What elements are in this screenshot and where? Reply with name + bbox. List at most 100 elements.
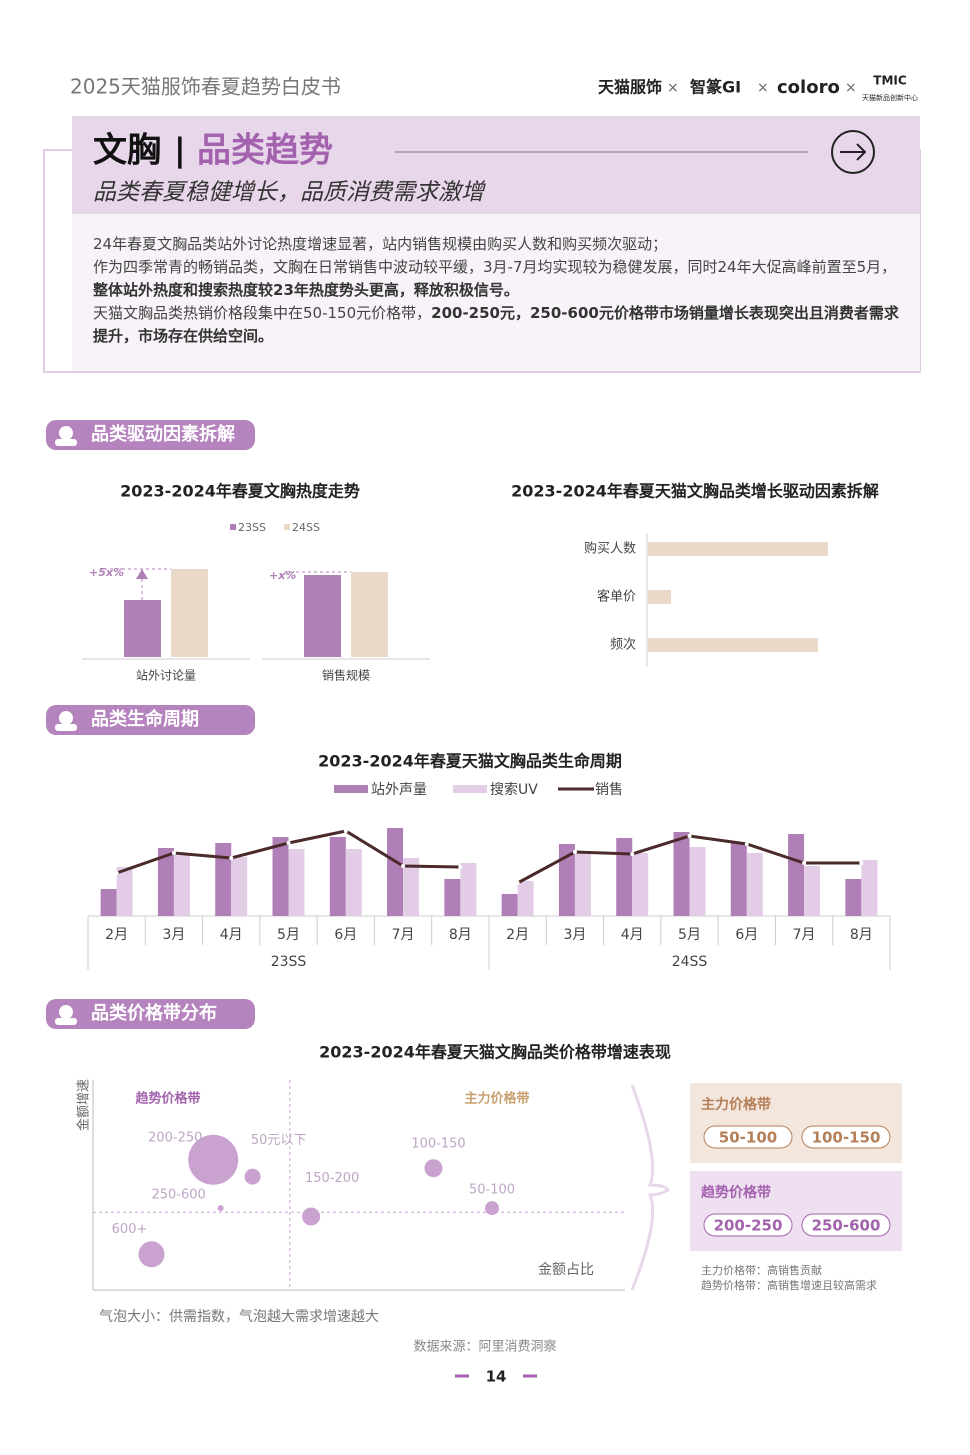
category-label: 客单价 bbox=[597, 589, 636, 605]
bar bbox=[272, 837, 289, 916]
legend-swatch bbox=[284, 524, 290, 530]
x-tick-label: 3月 bbox=[563, 927, 586, 943]
x-tick-label: 8月 bbox=[850, 927, 873, 943]
legend-label: 24SS bbox=[292, 521, 320, 534]
logo: coloro bbox=[777, 77, 840, 98]
section-icon bbox=[59, 426, 73, 440]
times: × bbox=[845, 80, 857, 96]
chip-label: 200-250 bbox=[714, 1217, 783, 1235]
chip bbox=[703, 1213, 793, 1237]
times: × bbox=[667, 80, 679, 96]
bar bbox=[460, 863, 477, 916]
x-tick-label: 6月 bbox=[334, 927, 357, 943]
bar bbox=[215, 843, 232, 916]
x-tick-label: 2月 bbox=[105, 927, 128, 943]
bar bbox=[444, 879, 461, 916]
bar bbox=[351, 572, 388, 657]
bubble bbox=[424, 1159, 443, 1178]
section-icon bbox=[55, 724, 77, 731]
section-pill bbox=[46, 705, 255, 735]
section-pill bbox=[46, 420, 255, 450]
logo: 智篆GI bbox=[690, 78, 741, 97]
chart-title: 2023-2024年春夏天猫文胸品类增长驱动因素拆解 bbox=[511, 482, 879, 501]
line-point bbox=[572, 850, 577, 854]
bar bbox=[304, 575, 341, 657]
section-icon bbox=[59, 1005, 73, 1019]
line-point bbox=[687, 834, 692, 838]
line-point bbox=[114, 871, 119, 875]
text-run: 整体站外热度和搜索热度较23年热度势头更高，释放积极信号。 bbox=[93, 281, 519, 299]
paragraph: 作为四季常青的畅销品类，文胸在日常销售中波动较平缓，3月-7月均实现较为稳健发展… bbox=[93, 256, 908, 302]
panel bbox=[690, 1083, 902, 1163]
quadrant-label: 主力价格带 bbox=[464, 1091, 529, 1107]
legend-note: 主力价格带：高销售贡献 bbox=[701, 1263, 822, 1277]
legend-swatch bbox=[453, 785, 487, 793]
line-point bbox=[630, 852, 635, 856]
bar bbox=[173, 855, 190, 916]
chip-label: 250-600 bbox=[812, 1217, 881, 1235]
chip bbox=[801, 1125, 891, 1149]
category-label: 购买人数 bbox=[584, 541, 636, 557]
legend-swatch bbox=[230, 524, 236, 530]
chart-title: 2023-2024年春夏天猫文胸品类价格带增速表现 bbox=[319, 1043, 671, 1062]
legend-note: 趋势价格带：高销售增速且较高需求 bbox=[701, 1278, 877, 1292]
quadrant-label: 趋势价格带 bbox=[135, 1091, 200, 1107]
paragraph: 天猫文胸品类热销价格段集中在50-150元价格带，200-250元，250-60… bbox=[93, 302, 908, 348]
bar bbox=[632, 853, 649, 916]
section-title: 品类驱动因素拆解 bbox=[91, 423, 235, 445]
banner-separator: | bbox=[174, 131, 186, 170]
section-title: 品类生命周期 bbox=[91, 708, 199, 730]
bar bbox=[387, 828, 404, 916]
banner-subtitle: 品类春夏稳健增长，品质消费需求激增 bbox=[93, 180, 486, 206]
x-tick-label: 8月 bbox=[449, 927, 472, 943]
bar bbox=[501, 894, 518, 916]
annotation: +x% bbox=[269, 569, 296, 582]
legend-swatch bbox=[334, 785, 368, 793]
bubble-label: 600+ bbox=[112, 1222, 148, 1237]
line-point bbox=[802, 861, 807, 865]
bubble-label: 200-250 bbox=[148, 1130, 202, 1145]
bar bbox=[157, 848, 174, 916]
bubble-label: 150-200 bbox=[305, 1171, 359, 1186]
x-tick-label: 4月 bbox=[621, 927, 644, 943]
legend-label: 搜索UV bbox=[490, 781, 538, 798]
logo: TMIC bbox=[873, 74, 907, 88]
annotation: +5x% bbox=[89, 566, 124, 579]
line-point bbox=[744, 842, 749, 846]
x-tick-label: 4月 bbox=[220, 927, 243, 943]
banner-heading: 品类趋势 bbox=[197, 131, 333, 171]
bar bbox=[804, 866, 821, 916]
summary-bg bbox=[72, 214, 920, 371]
group-label: 销售规模 bbox=[322, 668, 370, 683]
chart-title: 2023-2024年春夏文胸热度走势 bbox=[120, 482, 360, 501]
bar bbox=[616, 838, 633, 916]
line-point bbox=[401, 864, 406, 868]
bar bbox=[124, 600, 161, 657]
group-label: 站外讨论量 bbox=[136, 669, 196, 683]
bar bbox=[329, 837, 346, 916]
bar bbox=[648, 638, 818, 652]
bar bbox=[100, 889, 117, 916]
bubble bbox=[217, 1205, 224, 1212]
legend-label: 销售 bbox=[595, 782, 623, 798]
bar bbox=[558, 844, 575, 916]
times: × bbox=[757, 80, 769, 96]
bar bbox=[730, 842, 747, 916]
category-label: 频次 bbox=[610, 637, 636, 653]
logo-sub: 天猫新品创新中心 bbox=[862, 93, 918, 102]
arrow-head bbox=[136, 569, 148, 579]
bar bbox=[648, 542, 828, 556]
line-point bbox=[229, 856, 234, 860]
bar bbox=[746, 853, 763, 916]
text-run: 24年春夏文胸品类站外讨论热度增速显著，站内销售规模由购买人数和购买频次驱动； bbox=[93, 235, 668, 253]
chip bbox=[703, 1125, 793, 1149]
summary: 24年春夏文胸品类站外讨论热度增速显著，站内销售规模由购买人数和购买频次驱动； 作… bbox=[93, 233, 908, 348]
panel bbox=[690, 1171, 902, 1251]
section-icon bbox=[59, 711, 73, 725]
doc-title: 2025天猫服饰春夏趋势白皮书 bbox=[70, 75, 341, 99]
bar bbox=[403, 858, 420, 916]
bubble-label: 250-600 bbox=[152, 1188, 206, 1203]
line-point bbox=[515, 881, 520, 885]
bubble-label: 100-150 bbox=[411, 1137, 465, 1152]
bubble-label: 50-100 bbox=[469, 1183, 515, 1198]
